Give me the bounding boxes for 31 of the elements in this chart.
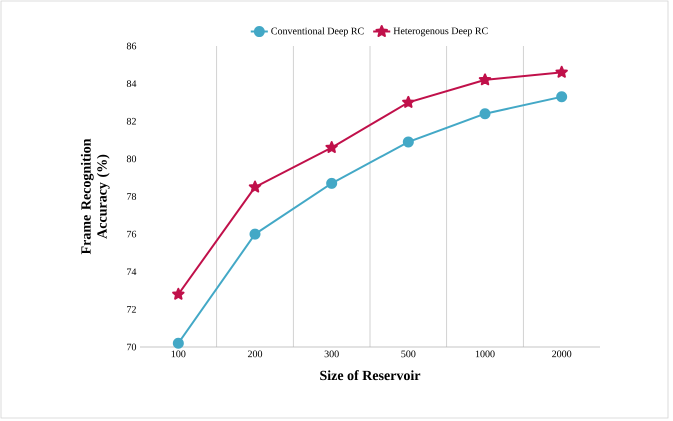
y-axis-title: Frame Recognition Accuracy (%) [80, 138, 110, 254]
point [555, 66, 568, 78]
point [326, 178, 338, 189]
x-axis-title: Size of Reservoir [320, 370, 420, 380]
y-tick-label: 82 [126, 118, 136, 125]
y-tick-label: 86 [126, 42, 136, 50]
point [248, 180, 262, 193]
point [250, 228, 260, 240]
x-tick-label: 2000 [552, 350, 572, 358]
y-tick-label: 74 [127, 268, 136, 276]
x-tick-label: 1000 [476, 350, 495, 358]
x-tick-label: 200 [248, 350, 262, 358]
y-tick-label: 72 [127, 306, 136, 313]
point [172, 288, 185, 300]
legend-label: Conventional Deep RC [271, 27, 364, 36]
x-tick-label: 100 [172, 350, 186, 358]
legend-label: Heterogenous Deep RC [394, 28, 488, 36]
point [325, 141, 338, 154]
point [478, 73, 492, 86]
point [402, 136, 414, 148]
y-tick-label: 70 [127, 344, 136, 350]
y-tick-label: 80 [126, 156, 136, 162]
y-tick-label: 78 [127, 193, 136, 200]
y-tick-label: 76 [127, 230, 136, 238]
x-tick-label: 500 [401, 350, 416, 358]
point [556, 91, 568, 102]
point [402, 96, 415, 108]
x-tick-label: 300 [324, 350, 339, 358]
y-tick-label: 84 [126, 80, 136, 87]
point [172, 338, 184, 349]
point [480, 108, 490, 120]
